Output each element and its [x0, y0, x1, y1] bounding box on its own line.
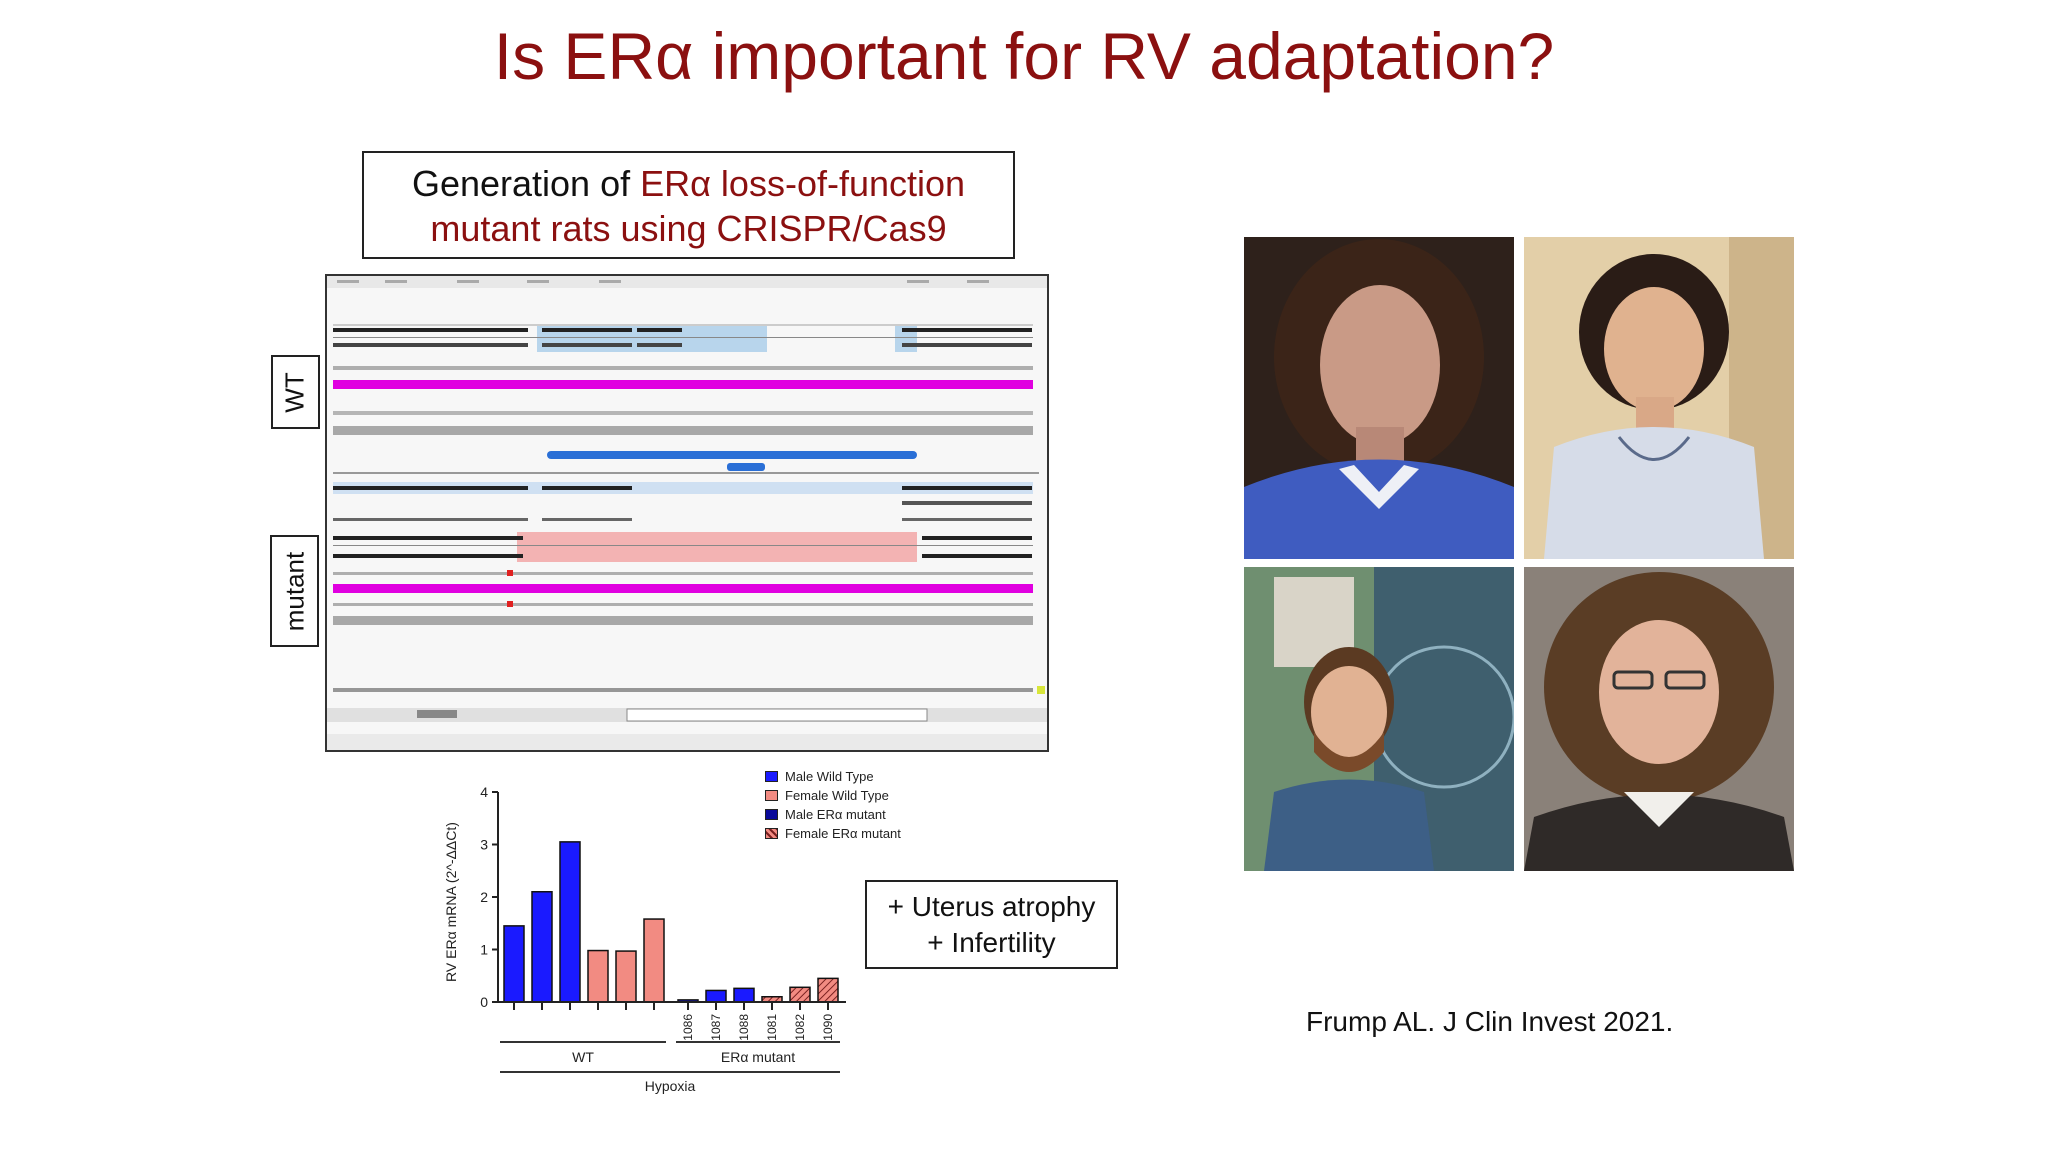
generation-text-black: Generation of [411, 163, 641, 204]
y-tick-label: 3 [480, 837, 488, 853]
portrait-3-image [1244, 567, 1514, 871]
mutant-label-box: mutant [270, 535, 319, 647]
mutant-bar-label: 1087 [709, 1014, 723, 1041]
rv-era-mrna-bar-chart: RV ERα mRNA (2^-ΔΔCt) 0 1 2 3 4 1086 1087 1088 1… [420, 762, 940, 1102]
wt-label: WT [279, 371, 310, 413]
generation-text-red-1: ERα loss-of-function [640, 163, 966, 204]
generation-method-box: Generation of ERα loss-of-function mutan… [362, 151, 1015, 259]
mutant-bar-label: 1081 [765, 1014, 779, 1041]
phenotype-box: + Uterus atrophy + Infertility [865, 880, 1118, 969]
bar-female-wild-type [587, 949, 609, 1003]
portrait-photo-2 [1524, 237, 1794, 559]
bar-female-erα-mutant [817, 977, 839, 1003]
mutant-bar-label: 1088 [737, 1014, 751, 1041]
y-tick-label: 0 [480, 994, 488, 1010]
portrait-2-image [1524, 237, 1794, 559]
legend-swatch [765, 828, 778, 839]
bar-female-erα-mutant [789, 986, 811, 1003]
legend-label: Male ERα mutant [785, 807, 886, 822]
crispr-sequence-alignment-screenshot [325, 274, 1049, 752]
wt-label-box: WT [271, 355, 320, 429]
y-axis-title: RV ERα mRNA (2^-ΔΔCt) [443, 822, 459, 982]
y-tick-label: 1 [480, 942, 488, 958]
bar-male-erα-mutant [705, 989, 727, 1003]
mutant-bar-label: 1090 [821, 1014, 835, 1041]
bar-male-wild-type [559, 841, 581, 1003]
bar-male-wild-type [531, 891, 553, 1003]
sequence-alignment-graphic [327, 276, 1047, 750]
legend-item: Female Wild Type [765, 786, 901, 805]
y-tick-label: 2 [480, 889, 488, 905]
mutant-bar-label: 1082 [793, 1014, 807, 1041]
bar-chart-svg: RV ERα mRNA (2^-ΔΔCt) 0 1 2 3 4 1086 1087 1088 1… [443, 784, 846, 1094]
bar-female-wild-type [615, 950, 637, 1003]
portrait-1-image [1244, 237, 1514, 559]
legend-item: Male Wild Type [765, 767, 901, 786]
y-tick-label: 4 [480, 784, 488, 800]
mutant-label: mutant [279, 551, 309, 631]
legend-swatch [765, 771, 778, 782]
bar-male-erα-mutant [733, 987, 755, 1003]
portrait-photo-1 [1244, 237, 1514, 559]
legend-swatch [765, 809, 778, 820]
bar-female-wild-type [643, 918, 665, 1003]
generation-text-red-2: mutant rats using CRISPR/Cas9 [430, 208, 947, 249]
bar-male-wild-type [503, 925, 525, 1003]
portrait-photo-4 [1524, 567, 1794, 871]
hypoxia-label: Hypoxia [645, 1078, 696, 1094]
slide-title: Is ERα important for RV adaptation? [493, 19, 1555, 93]
portrait-photo-3 [1244, 567, 1514, 871]
legend-label: Male Wild Type [785, 769, 874, 784]
chart-legend: Male Wild Type Female Wild Type Male ERα m… [765, 767, 901, 843]
wt-group-label: WT [572, 1049, 594, 1065]
mutant-bar-label: 1086 [681, 1014, 695, 1041]
phenotype-infertility: + Infertility [927, 927, 1056, 958]
phenotype-uterus-atrophy: + Uterus atrophy [887, 891, 1096, 922]
legend-label: Female Wild Type [785, 788, 889, 803]
legend-item: Female ERα mutant [765, 824, 901, 843]
legend-item: Male ERα mutant [765, 805, 901, 824]
legend-label: Female ERα mutant [785, 826, 901, 841]
mutant-group-label: ERα mutant [721, 1049, 795, 1065]
citation: Frump AL. J Clin Invest 2021. [1306, 1006, 1674, 1037]
legend-swatch [765, 790, 778, 801]
portrait-4-image [1524, 567, 1794, 871]
